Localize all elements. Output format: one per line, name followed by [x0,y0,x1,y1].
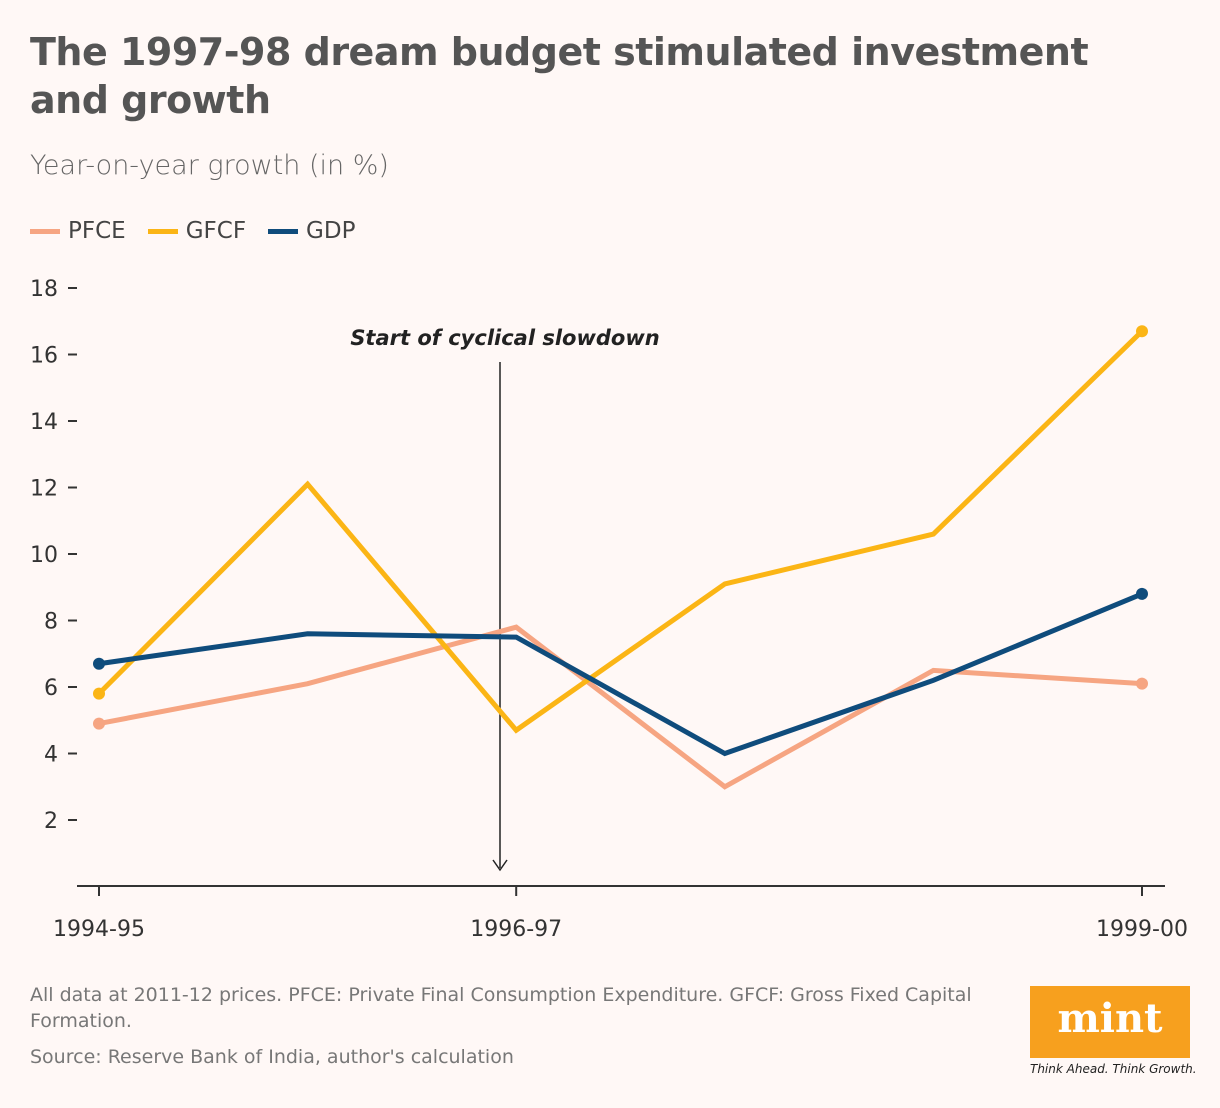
data-point-gdp [1136,587,1148,600]
legend-swatch [30,228,60,234]
series-line-pfce [98,624,1143,790]
y-tick-label: 6 [44,676,58,701]
series-line-gfcf [97,329,1144,734]
legend-label: GFCF [185,218,247,244]
annotation-label: Start of cyclical slowdown [350,326,659,350]
y-tick-label: 14 [30,410,58,435]
data-point-gfcf [93,687,105,700]
x-tick-label: 1999-00 [1096,917,1188,942]
y-tick-label: 2 [44,809,58,834]
data-point-gdp [93,657,105,670]
legend-item-gdp: GDP [268,218,355,244]
annotation-arrowhead [492,859,508,872]
legend: PFCE GFCF GDP [30,218,355,244]
legend-swatch [147,228,178,234]
chart-title: The 1997-98 dream budget stimulated inve… [30,30,1089,122]
series-line-gdp [98,591,1143,757]
data-point-pfce [1136,677,1148,690]
chart-subtitle: Year-on-year growth (in %) [30,150,389,181]
x-tick-label: 1996-97 [470,917,562,942]
logo-tagline: Think Ahead. Think Growth. [1030,1062,1197,1076]
mint-logo: mint [1030,986,1190,1058]
y-tick-label: 18 [30,277,58,302]
y-tick-label: 12 [30,477,58,502]
y-tick-label: 8 [44,610,58,635]
legend-item-gfcf: GFCF [147,218,247,244]
legend-label: PFCE [68,218,126,244]
y-tick-label: 4 [44,743,58,768]
line-chart: 2 4 6 8 10 12 14 16 18 1994-95 1996-97 1999-00 Start… [30,277,1188,942]
x-tick-label: 1994-95 [53,917,145,942]
legend-label: GDP [306,218,356,244]
data-point-gfcf [1136,325,1148,338]
y-tick-label: 10 [30,543,58,568]
data-point-pfce [93,717,105,730]
source-note: Source: Reserve Bank of India, author's … [30,1046,514,1068]
legend-item-pfce: PFCE [30,218,126,244]
legend-swatch [268,228,299,234]
y-tick-label: 16 [30,344,58,369]
footnote: All data at 2011-12 prices. PFCE: Privat… [30,984,972,1032]
